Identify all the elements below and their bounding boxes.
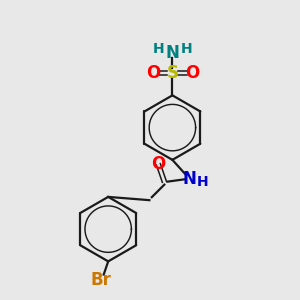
Text: H: H xyxy=(152,42,164,56)
Text: H: H xyxy=(197,175,209,189)
Text: N: N xyxy=(166,44,179,62)
Text: O: O xyxy=(151,155,166,173)
Text: Br: Br xyxy=(90,271,111,289)
Text: O: O xyxy=(185,64,199,82)
Text: H: H xyxy=(181,42,192,56)
Text: O: O xyxy=(146,64,160,82)
Text: S: S xyxy=(167,64,178,82)
Text: N: N xyxy=(183,170,197,188)
